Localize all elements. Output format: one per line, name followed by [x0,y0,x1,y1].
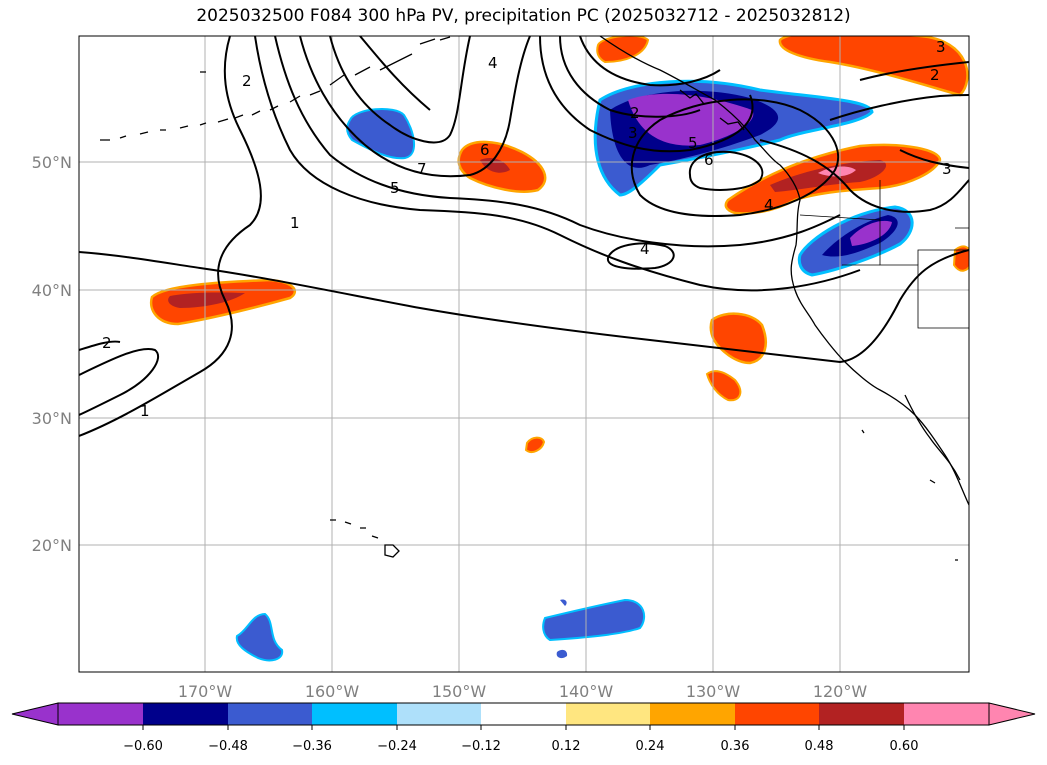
lon-label-170: 170°W [178,682,233,701]
colorbar-bin [566,703,650,725]
colorbar-tick: 0.24 [636,739,665,754]
contour-label-2d: 2 [930,66,940,84]
lat-label-50: 50°N [32,153,72,172]
colorbar-tick: 0.36 [721,739,750,754]
colorbar-bin [735,703,819,725]
contour-label-4: 4 [488,54,498,72]
lat-labels: 50°N 40°N 30°N 20°N [32,153,72,555]
colorbar-bin [481,703,566,725]
colorbar-tick: −0.24 [377,739,417,754]
contour-label-7: 7 [417,160,427,178]
colorbar-bin [819,703,904,725]
lon-label-150: 150°W [432,682,487,701]
colorbar-tick: −0.36 [292,739,332,754]
colorbar-extend-high [988,702,1036,726]
colorbar-tick: −0.12 [461,739,501,754]
contour-label-3: 3 [628,124,638,142]
colorbar-bin [143,703,228,725]
lon-label-130: 130°W [686,682,741,701]
colorbar-tick: 0.12 [552,739,581,754]
colorbar-tick: 0.60 [890,739,919,754]
colorbar-tick: −0.60 [123,739,163,754]
lon-label-120: 120°W [813,682,868,701]
pv-contours [79,36,969,437]
contour-label-6: 6 [480,141,490,159]
contour-label-5: 5 [390,179,400,197]
lat-label-40: 40°N [32,281,72,300]
precip-shading [149,36,969,662]
colorbar: −0.60 −0.48 −0.36 −0.24 −0.12 0.12 0.24 … [11,702,1036,754]
colorbar-tick: −0.48 [208,739,248,754]
contour-label-5b: 5 [688,134,698,152]
contour-label-1b: 1 [140,402,150,420]
contour-label-3b: 3 [936,38,946,56]
colorbar-extend-low [11,702,59,726]
colorbar-tick: 0.48 [805,739,834,754]
colorbar-bin [650,703,735,725]
contour-labels: 2 1 2 1 5 7 6 4 2 3 5 6 4 4 3 2 3 [102,38,952,420]
map-background [79,36,969,672]
colorbar-bin [228,703,312,725]
grid-lines [79,36,969,672]
contour-label-2b: 2 [102,334,112,352]
contour-label-4b: 4 [640,240,650,258]
lon-labels: 170°W 160°W 150°W 140°W 130°W 120°W [178,682,868,701]
colorbar-bin [58,703,143,725]
colorbar-bin [312,703,397,725]
coastlines [100,36,969,561]
contour-label-3c: 3 [942,160,952,178]
map-title: 2025032500 F084 300 hPa PV, precipitatio… [196,6,851,26]
contour-label-1: 1 [290,214,300,232]
lon-label-140: 140°W [559,682,614,701]
lat-label-30: 30°N [32,409,72,428]
map-frame [78,35,970,673]
colorbar-bin [904,703,989,725]
colorbar-bin [397,703,481,725]
lon-label-160: 160°W [305,682,360,701]
contour-label-6b: 6 [704,151,714,169]
contour-label-4c: 4 [764,196,774,214]
contour-label-2c: 2 [630,104,640,122]
lat-label-20: 20°N [32,536,72,555]
contour-label-2: 2 [242,72,252,90]
